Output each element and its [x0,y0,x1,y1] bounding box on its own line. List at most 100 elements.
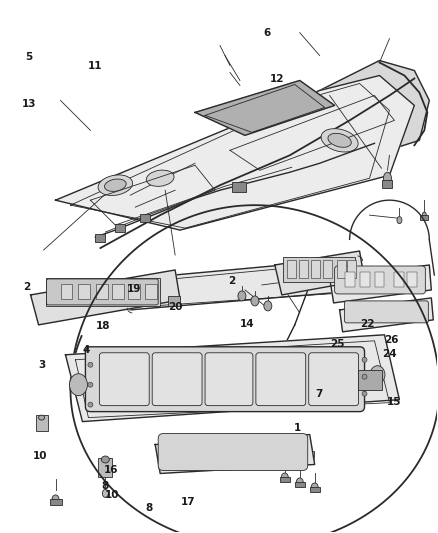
Bar [49,499,61,505]
Text: 24: 24 [382,349,396,359]
Text: 3: 3 [39,360,46,370]
Ellipse shape [105,179,126,191]
Ellipse shape [321,128,358,152]
Text: 4: 4 [82,345,89,355]
Bar [357,370,382,390]
Ellipse shape [88,382,93,387]
Ellipse shape [264,301,272,311]
Text: 13: 13 [22,99,36,109]
FancyBboxPatch shape [85,347,364,411]
Text: 26: 26 [384,335,399,345]
Bar [407,272,417,287]
Bar [115,224,125,232]
Bar [395,272,404,287]
Ellipse shape [70,374,88,395]
Ellipse shape [296,478,303,487]
Polygon shape [339,298,433,332]
Text: 11: 11 [87,61,102,71]
Polygon shape [66,335,399,422]
Bar [95,234,106,242]
Bar [360,272,370,287]
Bar [60,284,72,299]
Text: 18: 18 [96,321,110,331]
Ellipse shape [98,175,133,196]
Text: 19: 19 [127,284,141,294]
Bar [295,482,305,487]
Bar [346,260,356,278]
Text: 10: 10 [33,451,47,461]
FancyBboxPatch shape [256,353,306,406]
FancyBboxPatch shape [46,279,158,305]
FancyBboxPatch shape [99,353,149,406]
Text: 7: 7 [316,389,323,399]
Bar [140,214,150,222]
FancyBboxPatch shape [309,353,359,406]
Bar [99,457,112,478]
Ellipse shape [370,366,385,384]
Bar [35,415,48,431]
Ellipse shape [101,456,110,463]
Ellipse shape [328,133,351,147]
Text: 17: 17 [181,497,196,507]
Text: 25: 25 [330,338,344,349]
Ellipse shape [281,473,288,482]
Bar [382,180,392,188]
Bar [323,260,332,278]
Polygon shape [31,270,180,325]
Bar [283,257,355,282]
Text: 2: 2 [229,277,236,286]
Text: 2: 2 [23,282,31,292]
Text: 10: 10 [105,490,119,500]
Bar [112,284,124,299]
Text: 14: 14 [240,319,254,329]
Polygon shape [120,61,429,200]
Text: 20: 20 [168,302,183,312]
Text: 8: 8 [145,503,153,513]
Polygon shape [120,258,367,310]
Ellipse shape [52,495,59,504]
FancyBboxPatch shape [345,301,428,323]
Ellipse shape [39,415,45,420]
Ellipse shape [384,172,392,184]
Bar [96,284,108,299]
Bar [302,450,314,461]
Ellipse shape [362,374,367,379]
Ellipse shape [146,170,174,187]
Bar [337,260,346,278]
Polygon shape [56,76,414,230]
Bar [280,478,290,482]
FancyBboxPatch shape [205,353,253,406]
Bar [78,284,90,299]
Bar [168,296,180,306]
Ellipse shape [238,291,246,301]
Bar [287,260,296,278]
Polygon shape [275,251,364,295]
Bar [232,182,246,192]
Bar [345,272,355,287]
FancyBboxPatch shape [158,433,308,471]
Bar [310,487,320,492]
Ellipse shape [102,489,108,497]
Bar [374,272,385,287]
Text: 12: 12 [269,75,284,84]
Bar [128,284,140,299]
Polygon shape [330,265,431,303]
Text: 5: 5 [25,52,33,62]
Text: 16: 16 [103,465,118,474]
Polygon shape [155,434,314,473]
Ellipse shape [362,357,367,362]
FancyBboxPatch shape [152,353,202,406]
Ellipse shape [397,216,402,224]
Bar [145,284,157,299]
Bar [420,215,428,220]
Ellipse shape [422,212,426,218]
Bar [46,278,160,306]
Bar [287,445,299,455]
Ellipse shape [88,362,93,367]
Ellipse shape [311,483,318,492]
FancyBboxPatch shape [335,266,425,294]
Text: 15: 15 [386,397,401,407]
Bar [311,260,320,278]
Ellipse shape [88,402,93,407]
Text: 8: 8 [102,481,109,491]
